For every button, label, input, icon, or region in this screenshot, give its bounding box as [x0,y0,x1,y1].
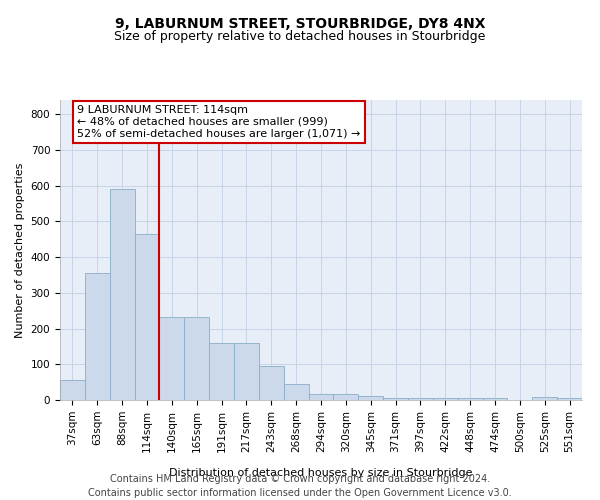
Bar [358,396,383,400]
Bar [308,394,334,400]
Bar [433,398,458,400]
Bar [160,317,184,400]
Y-axis label: Number of detached properties: Number of detached properties [15,162,25,338]
Bar [532,397,557,400]
Bar [60,380,85,400]
Bar [284,384,308,400]
Bar [557,398,582,400]
Text: Distribution of detached houses by size in Stourbridge: Distribution of detached houses by size … [169,468,473,477]
Bar [110,190,134,400]
Text: 9 LABURNUM STREET: 114sqm
← 48% of detached houses are smaller (999)
52% of semi: 9 LABURNUM STREET: 114sqm ← 48% of detac… [77,106,361,138]
Bar [482,398,508,400]
Bar [85,273,110,400]
Bar [334,394,358,400]
Text: 9, LABURNUM STREET, STOURBRIDGE, DY8 4NX: 9, LABURNUM STREET, STOURBRIDGE, DY8 4NX [115,18,485,32]
Bar [234,343,259,400]
Bar [383,398,408,400]
Bar [209,343,234,400]
Bar [184,317,209,400]
Bar [408,398,433,400]
Bar [458,398,482,400]
Text: Contains HM Land Registry data © Crown copyright and database right 2024.
Contai: Contains HM Land Registry data © Crown c… [88,474,512,498]
Bar [259,366,284,400]
Bar [134,234,160,400]
Text: Size of property relative to detached houses in Stourbridge: Size of property relative to detached ho… [115,30,485,43]
